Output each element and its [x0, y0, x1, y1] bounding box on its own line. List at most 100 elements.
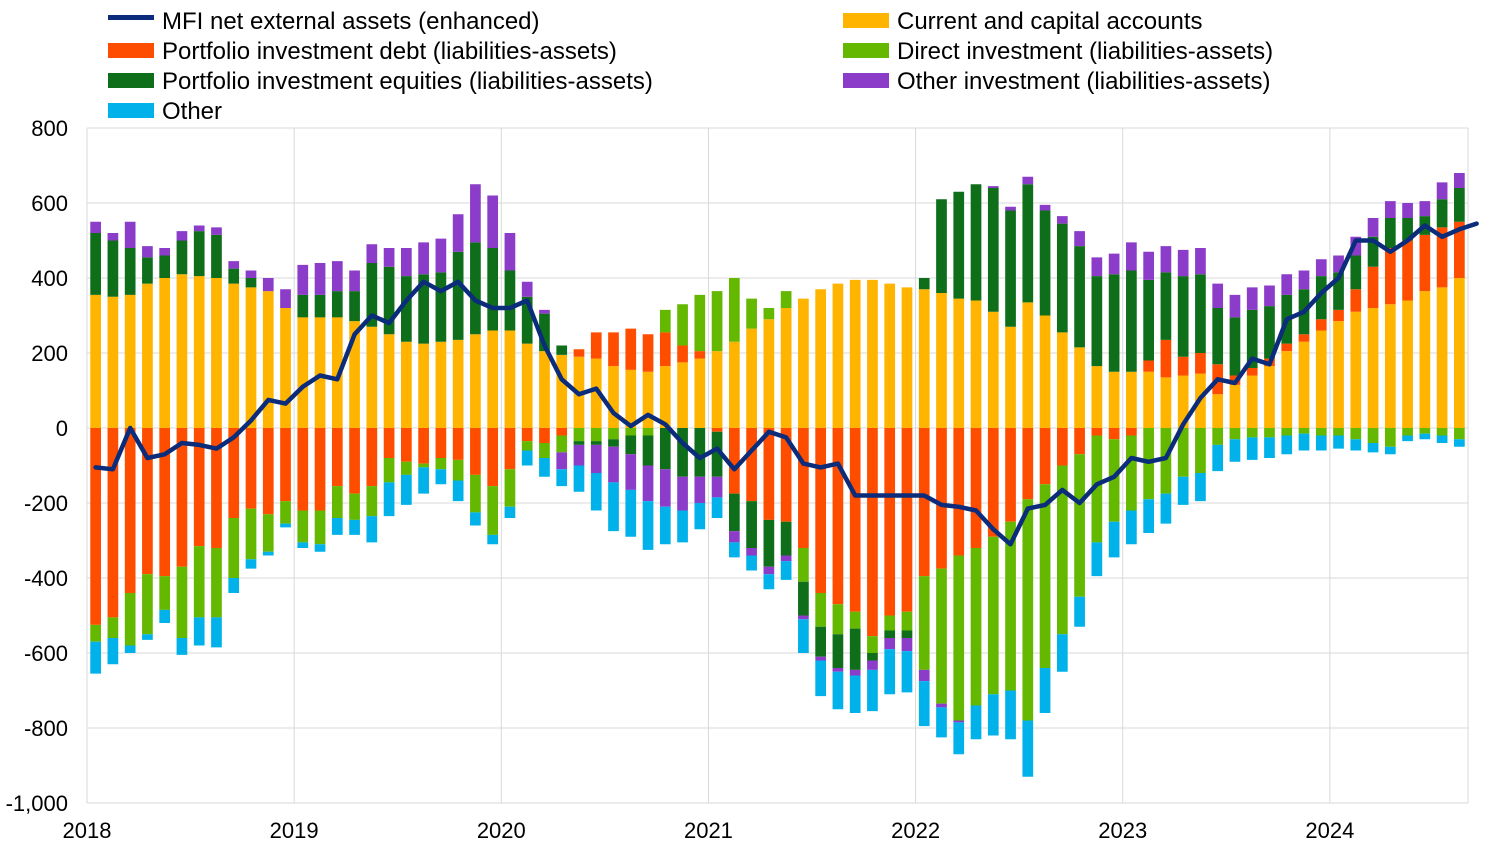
bar-pid — [1022, 428, 1034, 500]
bar-pie — [987, 188, 999, 312]
bar-pie — [383, 266, 395, 335]
y-tick-label: -800 — [24, 716, 68, 741]
bar-pid — [832, 428, 844, 605]
bar-pid — [331, 428, 343, 487]
bar-other — [193, 617, 205, 646]
bar-current — [1350, 311, 1362, 428]
legend-item-mfi: MFI net external assets (enhanced) — [108, 8, 540, 36]
bar-other — [1229, 439, 1241, 462]
bar-other — [1281, 435, 1293, 455]
bar-other — [1350, 439, 1362, 451]
bar-direct — [1126, 435, 1137, 511]
bar-direct — [987, 536, 999, 695]
bar-current — [1333, 321, 1344, 428]
bar-other — [711, 497, 723, 518]
bar-current — [1212, 394, 1224, 428]
bar-current — [815, 289, 827, 428]
bar-other_inv — [1022, 176, 1034, 185]
bar-current — [487, 330, 499, 428]
legend-label-other-inv: Other investment (liabilities-assets) — [897, 68, 1271, 95]
bar-direct — [1436, 428, 1448, 436]
bar-current — [884, 283, 896, 428]
bar-other — [435, 469, 447, 485]
bar-other — [590, 473, 602, 511]
bar-other_inv — [608, 446, 619, 483]
bar-other_inv — [1160, 246, 1172, 273]
bar-direct — [1350, 428, 1362, 440]
bar-direct — [1091, 435, 1103, 543]
bar-other — [331, 518, 343, 535]
bar-other_inv — [211, 227, 222, 235]
x-tick-label: 2020 — [477, 818, 526, 843]
bar-pid — [366, 428, 378, 487]
bar-current — [970, 300, 982, 428]
bar-pie — [539, 313, 550, 352]
bar-other_inv — [711, 476, 723, 498]
bar-pie — [1039, 210, 1051, 316]
bar-current — [987, 311, 999, 428]
bar-direct — [1212, 428, 1224, 445]
bar-pie — [953, 191, 965, 299]
bar-pie — [1315, 276, 1327, 320]
bar-current — [659, 366, 671, 428]
bar-other — [504, 506, 516, 518]
bar-current — [193, 276, 205, 428]
bar-other_inv — [418, 242, 429, 275]
bar-current — [849, 279, 861, 428]
bar-other — [1126, 510, 1137, 545]
bar-direct — [176, 566, 188, 638]
bar-direct — [124, 593, 136, 646]
bar-other — [297, 542, 309, 548]
bar-direct — [608, 428, 619, 440]
bar-other — [659, 506, 671, 545]
legend-item-pid: Portfolio investment debt (liabilities-a… — [108, 38, 617, 66]
bar-pie — [608, 439, 619, 447]
bar-direct — [1195, 428, 1206, 473]
bar-current — [1367, 308, 1379, 428]
bar-pid — [1108, 428, 1120, 440]
bar-pie — [1160, 272, 1172, 340]
bar-pid — [694, 351, 706, 359]
bar-other — [1143, 499, 1154, 533]
bar-pie — [228, 268, 240, 284]
x-tick-label: 2021 — [684, 818, 733, 843]
bar-current — [435, 341, 447, 428]
bar-other_inv — [1143, 251, 1154, 280]
bar-direct — [435, 458, 447, 470]
bar-other — [849, 675, 861, 713]
bar-other — [228, 578, 240, 593]
legend-swatch-pid — [108, 43, 154, 59]
bar-direct — [867, 636, 878, 653]
bar-pie — [193, 231, 205, 277]
y-tick-label: 0 — [56, 416, 68, 441]
bar-other_inv — [1108, 253, 1120, 275]
bar-pid — [383, 428, 395, 458]
bar-direct — [625, 428, 637, 436]
bar-direct — [504, 469, 516, 507]
bar-direct — [815, 593, 827, 627]
bar-current — [867, 279, 878, 428]
bar-pid — [349, 428, 360, 494]
bar-pid — [487, 428, 499, 487]
bar-other_inv — [521, 281, 533, 297]
bar-direct — [228, 518, 240, 578]
bar-current — [1056, 332, 1068, 428]
bar-pie — [349, 291, 360, 322]
bar-other — [763, 574, 775, 590]
bar-pid — [901, 428, 913, 612]
bar-pid — [1005, 428, 1016, 522]
bar-other_inv — [1384, 201, 1396, 218]
bar-other_inv — [1039, 204, 1051, 211]
bar-pid — [1126, 428, 1137, 436]
bar-pid — [867, 428, 878, 637]
bar-pid — [987, 428, 999, 537]
bar-pie — [590, 441, 602, 445]
bar-pid — [159, 428, 171, 577]
bar-current — [694, 358, 706, 428]
bar-current — [1160, 377, 1172, 428]
bar-other_inv — [1315, 259, 1327, 277]
bar-pie — [452, 251, 464, 340]
bar-pid — [746, 428, 757, 502]
bar-pid — [556, 428, 568, 436]
